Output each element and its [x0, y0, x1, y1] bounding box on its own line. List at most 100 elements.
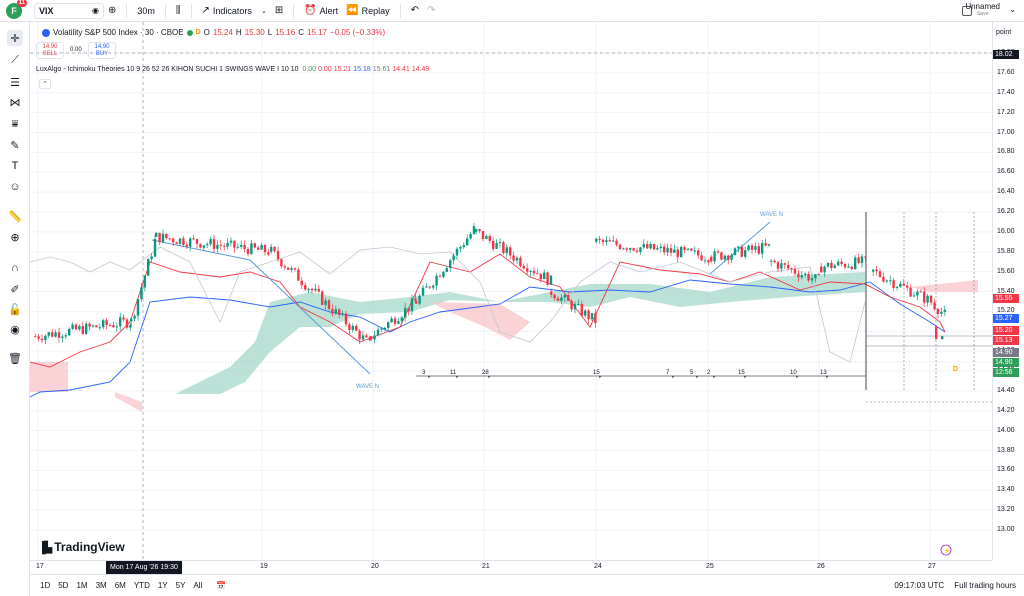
interval-button[interactable]: 30m [137, 5, 155, 16]
candle [78, 326, 81, 330]
range-1d[interactable]: 1D [40, 581, 51, 590]
candle [370, 336, 373, 340]
chart-pane[interactable]: WAVE N WAVE N 3 ▸ 11 ▸ 28 ▸ 15 ▸ 7 ▸ 5 ▸ 2 ▸ 15 ▸ 10 ▸ 13 ▸ D ⚡ [29, 22, 992, 560]
candle [713, 251, 716, 262]
price-tag: 15.27 [993, 314, 1019, 323]
candle [304, 285, 307, 290]
candle [432, 285, 435, 288]
candle [826, 262, 830, 267]
candle [733, 248, 737, 256]
pitchfork-icon[interactable]: ⋈ [9, 96, 21, 109]
candle [172, 238, 175, 243]
layout-menu-button[interactable]: ⌄ [1005, 5, 1020, 14]
candle [283, 266, 286, 268]
time-tick: 21 [482, 563, 490, 570]
candle [680, 247, 683, 258]
zoom-icon[interactable]: ⊕ [10, 231, 20, 244]
candle [263, 245, 267, 253]
alert-button[interactable]: ⏰ Alert [300, 5, 342, 16]
collapse-legend-button[interactable]: ⌃ [39, 79, 51, 89]
undo-button[interactable]: ↶ [407, 5, 423, 16]
range-ytd[interactable]: YTD [133, 581, 150, 590]
candle [488, 235, 491, 241]
range-1y[interactable]: 1Y [157, 581, 168, 590]
user-avatar[interactable]: F 11 [6, 0, 27, 19]
layout-name[interactable]: Unnamed Save [965, 2, 1000, 17]
candle [716, 251, 720, 253]
candle [206, 244, 209, 246]
time-axis[interactable]: 17 19 20 21 24 25 26 27 Mon 17 Aug '26 19:30 [30, 560, 992, 574]
candle [492, 240, 495, 249]
candle [800, 275, 803, 278]
candle [189, 238, 192, 247]
candle [577, 303, 580, 305]
candle [321, 291, 324, 305]
ruler-icon[interactable]: 📏 [8, 210, 22, 223]
sell-button[interactable]: 14.90 SELL [36, 42, 64, 59]
candle [770, 260, 773, 262]
utc-clock[interactable]: 09:17:03 UTC [894, 581, 945, 590]
range-all[interactable]: All [193, 581, 203, 590]
replay-button[interactable]: ⏪ Replay [342, 5, 393, 16]
candles [34, 222, 946, 345]
buy-button[interactable]: 14.90 BUY [88, 42, 116, 59]
eye-icon[interactable]: ◉ [10, 323, 20, 336]
time-tick: 24 [594, 563, 602, 570]
candle [615, 240, 618, 245]
range-6m[interactable]: 6M [114, 581, 126, 590]
arrow-icon: ▸ [744, 374, 747, 380]
horizontal-lines-icon[interactable]: ☰ [10, 76, 20, 89]
range-3m[interactable]: 3M [95, 581, 107, 590]
range-5y[interactable]: 5Y [175, 581, 186, 590]
candle [105, 320, 108, 326]
symbol-search[interactable]: VIX ◉ [34, 2, 104, 19]
candle [923, 291, 926, 303]
templates-button[interactable]: ⊞ [271, 5, 287, 16]
lock-drawings-icon[interactable]: ✐ [10, 283, 20, 296]
time-tick: 27 [928, 563, 936, 570]
magnet-icon[interactable]: ∩ [11, 262, 19, 274]
candle [280, 259, 283, 267]
trash-icon[interactable]: 🗑 [8, 352, 22, 365]
compare-add-button[interactable]: ⊕ [104, 5, 120, 16]
candle [495, 242, 498, 249]
range-5d[interactable]: 5D [58, 581, 69, 590]
high-value: 15.30 [244, 28, 265, 37]
candle [175, 242, 178, 244]
candle [115, 326, 118, 328]
close-label: C [298, 28, 304, 37]
trend-line-icon[interactable]: ⟋ [11, 53, 19, 66]
candle [787, 264, 790, 269]
indicators-button[interactable]: ↗ Indicators ⌄ [198, 5, 271, 16]
symbol-logo-icon [42, 28, 50, 37]
indicator-legend[interactable]: LuxAlgo - Ichimoku Theories 10 9 26 52 2… [36, 66, 433, 73]
market-status-icon [186, 29, 193, 36]
fib-icon[interactable]: ⩸ [11, 117, 19, 130]
text-icon[interactable]: T [11, 160, 19, 172]
candle [112, 325, 115, 328]
candle [737, 246, 740, 249]
candle [563, 295, 566, 298]
candle [543, 272, 546, 280]
calendar-icon[interactable]: 📅 [216, 581, 227, 590]
indicators-label: Indicators [212, 5, 252, 16]
lock-icon[interactable]: 🔓 [8, 303, 22, 316]
brush-icon[interactable]: ✎ [10, 139, 20, 152]
wave-n-line [709, 221, 771, 275]
low-value: 15.16 [275, 28, 296, 37]
redo-button[interactable]: ↷ [423, 5, 439, 16]
price-tick: 14.20 [997, 406, 1015, 414]
price-axis[interactable]: 17.8017.6017.4017.2017.0016.8016.6016.40… [992, 22, 1024, 560]
candle [168, 238, 171, 240]
chart-type-button[interactable]: ⫼ [172, 5, 185, 16]
layout-checkbox[interactable] [962, 6, 972, 16]
emoji-icon[interactable]: ☺ [9, 181, 21, 193]
symbol-options-icon[interactable]: ◉ [92, 6, 99, 15]
candle [47, 332, 50, 336]
candle [287, 267, 290, 270]
session-label[interactable]: Full trading hours [954, 581, 1016, 590]
price-tick: 16.00 [997, 227, 1015, 235]
range-1m[interactable]: 1M [76, 581, 88, 590]
crosshair-icon[interactable]: ✛ [7, 30, 23, 46]
price-scale-mode[interactable]: point [996, 29, 1012, 36]
